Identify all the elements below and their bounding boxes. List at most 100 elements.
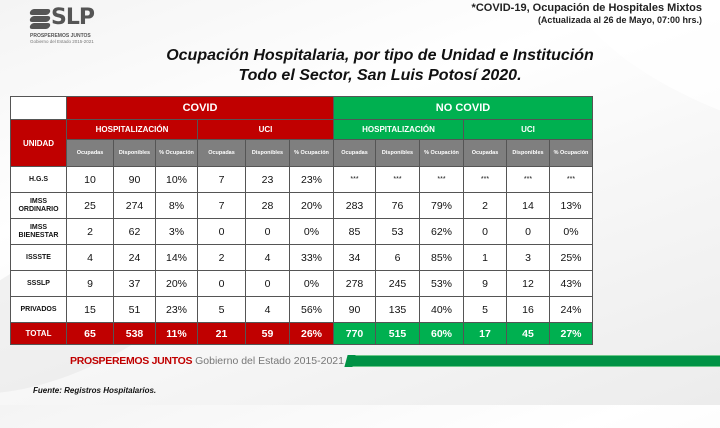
total-cell: 515 (375, 322, 420, 345)
cell: 14 (506, 192, 550, 219)
cell: 28 (245, 192, 290, 219)
cell: 135 (375, 296, 420, 323)
cell: 37 (113, 270, 156, 297)
cell: 24 (113, 244, 156, 271)
row-label: IMSS ORDINARIO (10, 192, 67, 219)
cell: 3 (506, 244, 550, 271)
cell: 4 (66, 244, 114, 271)
cell: *** (506, 166, 550, 193)
cell: 0 (197, 218, 246, 245)
cell: *** (333, 166, 376, 193)
cell: 12 (506, 270, 550, 297)
total-cell: 11% (155, 322, 198, 345)
cell: 283 (333, 192, 376, 219)
column-header: % Ocupación (549, 139, 593, 167)
total-label: TOTAL (10, 322, 67, 345)
cell: 1 (463, 244, 507, 271)
nocovid-hosp-header: HOSPITALIZACIÓN (333, 119, 464, 140)
column-header: Disponibles (506, 139, 550, 167)
row-label: ISSSTE (10, 244, 67, 271)
row-label: SSSLP (10, 270, 67, 297)
occupancy-table: COVID NO COVID UNIDAD HOSPITALIZACIÓN UC… (10, 96, 593, 345)
column-header: % Ocupación (155, 139, 198, 167)
cell: 20% (289, 192, 334, 219)
subgroup-header-row: UNIDAD HOSPITALIZACIÓN UCI HOSPITALIZACI… (10, 119, 593, 167)
cell: 85% (419, 244, 464, 271)
cell: 2 (463, 192, 507, 219)
cell: 20% (155, 270, 198, 297)
table-row: SSSLP 9 37 20% 0 0 0% 278 245 53% 9 12 4… (10, 270, 593, 297)
nocovid-uci-header: UCI (463, 119, 593, 140)
cell: 0% (549, 218, 593, 245)
cell: 25% (549, 244, 593, 271)
logo-subtitle: Gobierno del Estado 2015-2021 (30, 39, 94, 44)
cell: 40% (419, 296, 464, 323)
column-header: % Ocupación (419, 139, 464, 167)
table-row: H.G.S 10 90 10% 7 23 23% *** *** *** ***… (10, 166, 593, 193)
cell: 51 (113, 296, 156, 323)
cell: 7 (197, 192, 246, 219)
cell: *** (549, 166, 593, 193)
cell: *** (419, 166, 464, 193)
cell: 33% (289, 244, 334, 271)
cell: 76 (375, 192, 420, 219)
page-title: Ocupación Hospitalaria, por tipo de Unid… (140, 46, 620, 86)
cell: 245 (375, 270, 420, 297)
column-header: Disponibles (245, 139, 290, 167)
table-row: IMSS ORDINARIO 25 274 8% 7 28 20% 283 76… (10, 192, 593, 219)
total-cell: 60% (419, 322, 464, 345)
table-row: PRIVADOS 15 51 23% 5 4 56% 90 135 40% 5 … (10, 296, 593, 323)
cell: 25 (66, 192, 114, 219)
cell: 0 (197, 270, 246, 297)
column-header: Disponibles (375, 139, 420, 167)
header-note-updated: (Actualizada al 26 de Mayo, 07:00 hrs.) (537, 15, 702, 25)
unidad-header: UNIDAD (10, 119, 67, 167)
total-cell: 45 (506, 322, 550, 345)
cell: 43% (549, 270, 593, 297)
cell: 62 (113, 218, 156, 245)
cell: 9 (463, 270, 507, 297)
column-header-row: Ocupadas Disponibles % Ocupación Ocupada… (11, 139, 593, 167)
cell: 23% (155, 296, 198, 323)
table-row: IMSS BIENESTAR 2 62 3% 0 0 0% 85 53 62% … (10, 218, 593, 245)
cell: *** (463, 166, 507, 193)
column-header: Ocupadas (197, 139, 246, 167)
footer-brand: PROSPEREMOS JUNTOS Gobierno del Estado 2… (70, 355, 344, 367)
cell: 7 (197, 166, 246, 193)
footer-brand-tagline: PROSPEREMOS JUNTOS (70, 355, 193, 367)
covid-hosp-header: HOSPITALIZACIÓN (66, 119, 198, 140)
header-note: *COVID-19, Ocupación de Hospitales Mixto… (472, 2, 702, 25)
cell: 16 (506, 296, 550, 323)
cell: 34 (333, 244, 376, 271)
cell: 23 (245, 166, 290, 193)
footer-green-bar (350, 355, 720, 367)
logo-name: SLP (51, 5, 95, 30)
total-cell: 17 (463, 322, 507, 345)
cell: 53% (419, 270, 464, 297)
table-row: ISSSTE 4 24 14% 2 4 33% 34 6 85% 1 3 25% (10, 244, 593, 271)
cell: 0 (245, 218, 290, 245)
source-note: Fuente: Registros Hospitalarios. (33, 386, 157, 395)
total-cell: 26% (289, 322, 334, 345)
cell: 274 (113, 192, 156, 219)
total-cell: 770 (333, 322, 376, 345)
column-header: Ocupadas (333, 139, 376, 167)
row-label: H.G.S (10, 166, 67, 193)
cell: 2 (197, 244, 246, 271)
cell: 0% (289, 218, 334, 245)
total-cell: 65 (66, 322, 114, 345)
logo-tagline: PROSPEREMOS JUNTOS (30, 33, 91, 39)
cell: 24% (549, 296, 593, 323)
page-title-line1: Ocupación Hospitalaria, por tipo de Unid… (166, 47, 594, 64)
covid-uci-header: UCI (197, 119, 334, 140)
header-note-title: *COVID-19, Ocupación de Hospitales Mixto… (471, 2, 702, 14)
cell: 15 (66, 296, 114, 323)
column-header: % Ocupación (289, 139, 334, 167)
cell: 23% (289, 166, 334, 193)
cell: 2 (66, 218, 114, 245)
cell: 62% (419, 218, 464, 245)
total-cell: 59 (245, 322, 290, 345)
no-covid-header: NO COVID (333, 96, 593, 120)
cell: 4 (245, 296, 290, 323)
covid-header: COVID (66, 96, 334, 120)
